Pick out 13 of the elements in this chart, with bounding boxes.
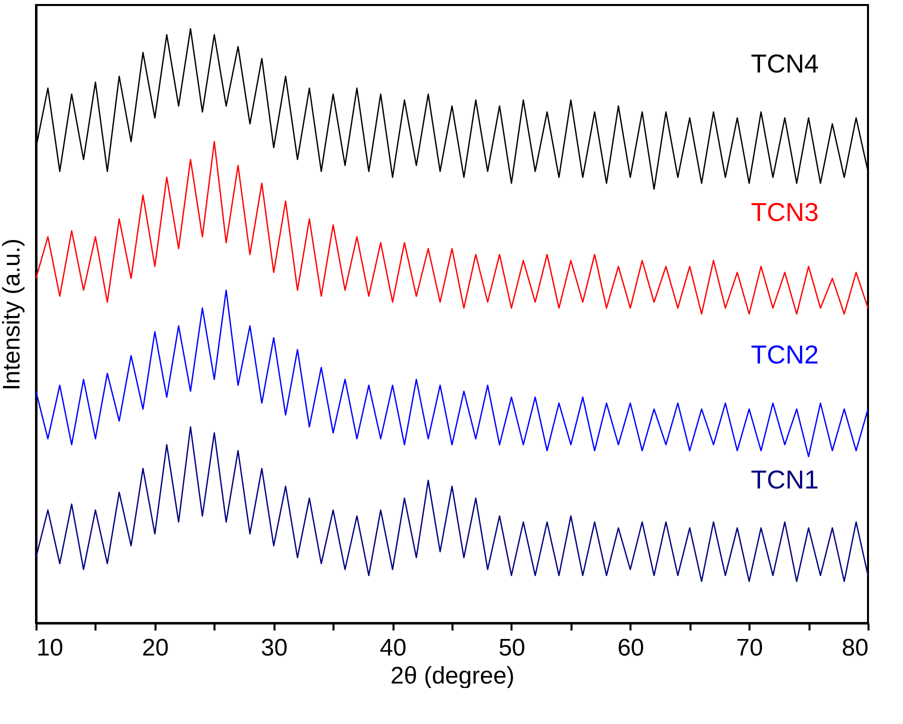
series-label: TCN4: [750, 48, 819, 78]
x-tick-label: 80: [842, 634, 868, 662]
x-tick-label: 30: [260, 634, 288, 662]
x-tick-label: 10: [36, 634, 64, 662]
x-tick-label: 40: [380, 634, 406, 662]
x-tick-label: 60: [617, 634, 644, 662]
series-label: TCN1: [750, 464, 819, 494]
x-tick-label: 50: [498, 634, 526, 662]
series-label: TCN2: [750, 340, 819, 370]
y-axis-title: Intensity (a.u.): [0, 238, 26, 391]
x-tick-label: 70: [736, 634, 763, 662]
x-tick-label: 20: [142, 634, 169, 662]
series-label: TCN3: [750, 196, 819, 227]
